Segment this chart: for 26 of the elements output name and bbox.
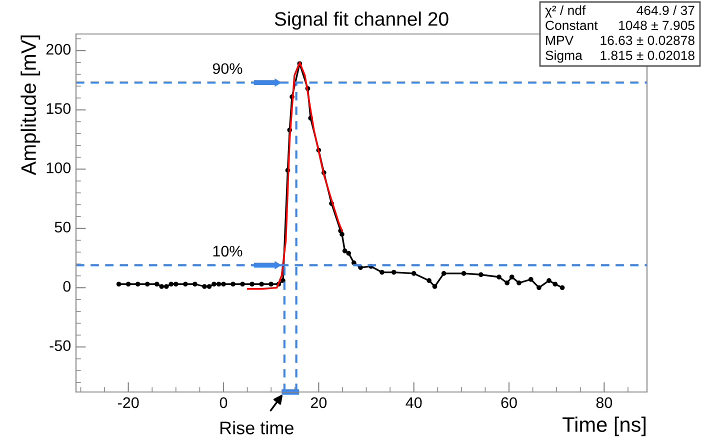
annotation: 90% — [212, 63, 242, 74]
y-tick-label: 50 — [54, 222, 71, 233]
text: Constant — [546, 20, 598, 30]
y-axis-title: Amplitude [mV] — [20, 35, 40, 176]
x-tick-label: 40 — [406, 397, 422, 408]
x-tick-label: 20 — [310, 397, 327, 408]
x-tick-label: 0 — [220, 397, 228, 408]
y-tick-label: 150 — [46, 103, 71, 114]
text: Rise time — [220, 421, 294, 434]
annotation: 10% — [213, 246, 242, 257]
text: 464.9 / 37 — [636, 5, 694, 16]
annotation: MPV — [546, 36, 574, 45]
y-tick-label: 100 — [46, 162, 71, 174]
y-tick-label: 200 — [46, 44, 71, 55]
x-tick-label: -20 — [118, 397, 139, 408]
annotation: 16.63 ± 0.02878 — [600, 36, 694, 46]
x-tick-label: 60 — [501, 397, 517, 408]
x-axis-title: Time [ns] — [562, 416, 646, 436]
x-tick-label: 80 — [596, 397, 612, 408]
y-tick-label: 0 — [63, 280, 71, 292]
chart-title: Signal fit channel 20 — [274, 12, 448, 30]
annotation: 1.815 ± 0.02018 — [600, 50, 694, 60]
text: χ² / ndf — [545, 5, 586, 18]
y-tick-label: -50 — [50, 340, 71, 352]
text: 1048 ± 7.905 — [619, 20, 694, 30]
annotation: Sigma — [546, 50, 582, 63]
